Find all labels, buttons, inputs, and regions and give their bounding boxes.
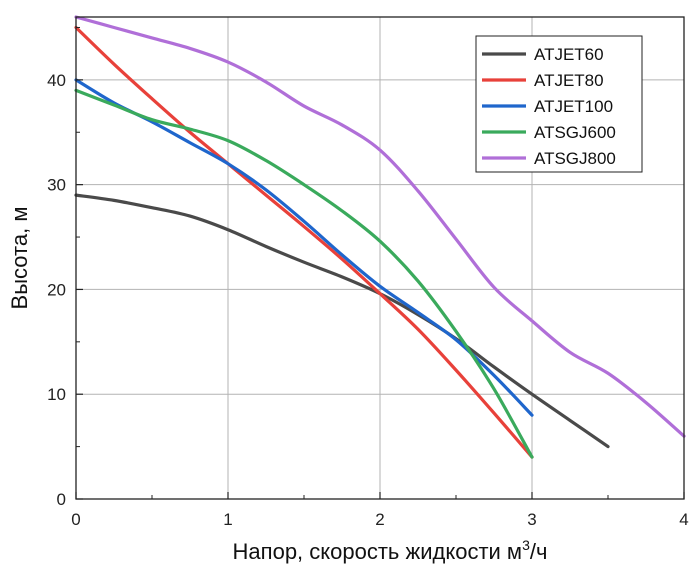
legend-label-atjet80: ATJET80 — [534, 71, 604, 90]
x-tick-label: 0 — [71, 510, 80, 529]
y-axis-title: Высота, м — [7, 207, 32, 310]
x-tick-label: 4 — [679, 510, 688, 529]
x-axis-title-main: Напор, скорость жидкости м — [233, 539, 523, 564]
legend: ATJET60 ATJET80 ATJET100 ATSGJ600 ATSGJ800 — [475, 35, 643, 173]
y-tick-label: 40 — [47, 71, 66, 90]
series-line-atjet60 — [74, 193, 610, 449]
x-tick-label: 1 — [223, 510, 232, 529]
x-tick-label: 3 — [527, 510, 536, 529]
legend-label-atjet100: ATJET100 — [534, 97, 613, 116]
x-axis-title: Напор, скорость жидкости м3/ч — [233, 537, 548, 564]
x-axis-title-sup: 3 — [522, 537, 530, 553]
y-tick-label: 0 — [57, 490, 66, 509]
axis-ticks — [75, 26, 685, 500]
y-tick-label: 20 — [47, 280, 66, 299]
legend-label-atsgj600: ATSGJ600 — [534, 123, 616, 142]
x-tick-label: 2 — [375, 510, 384, 529]
x-axis-title-suffix: /ч — [530, 539, 548, 564]
legend-label-atsgj800: ATSGJ800 — [534, 149, 616, 168]
y-tick-label: 10 — [47, 385, 66, 404]
series-lines — [74, 15, 686, 459]
series-line-atjet80 — [74, 25, 534, 459]
legend-box — [475, 35, 643, 173]
series-line-atjet100 — [74, 78, 534, 417]
series-line-atsgj800 — [74, 15, 686, 438]
series-line-atsgj600 — [74, 88, 534, 459]
legend-label-atjet60: ATJET60 — [534, 45, 604, 64]
y-tick-label: 30 — [47, 176, 66, 195]
